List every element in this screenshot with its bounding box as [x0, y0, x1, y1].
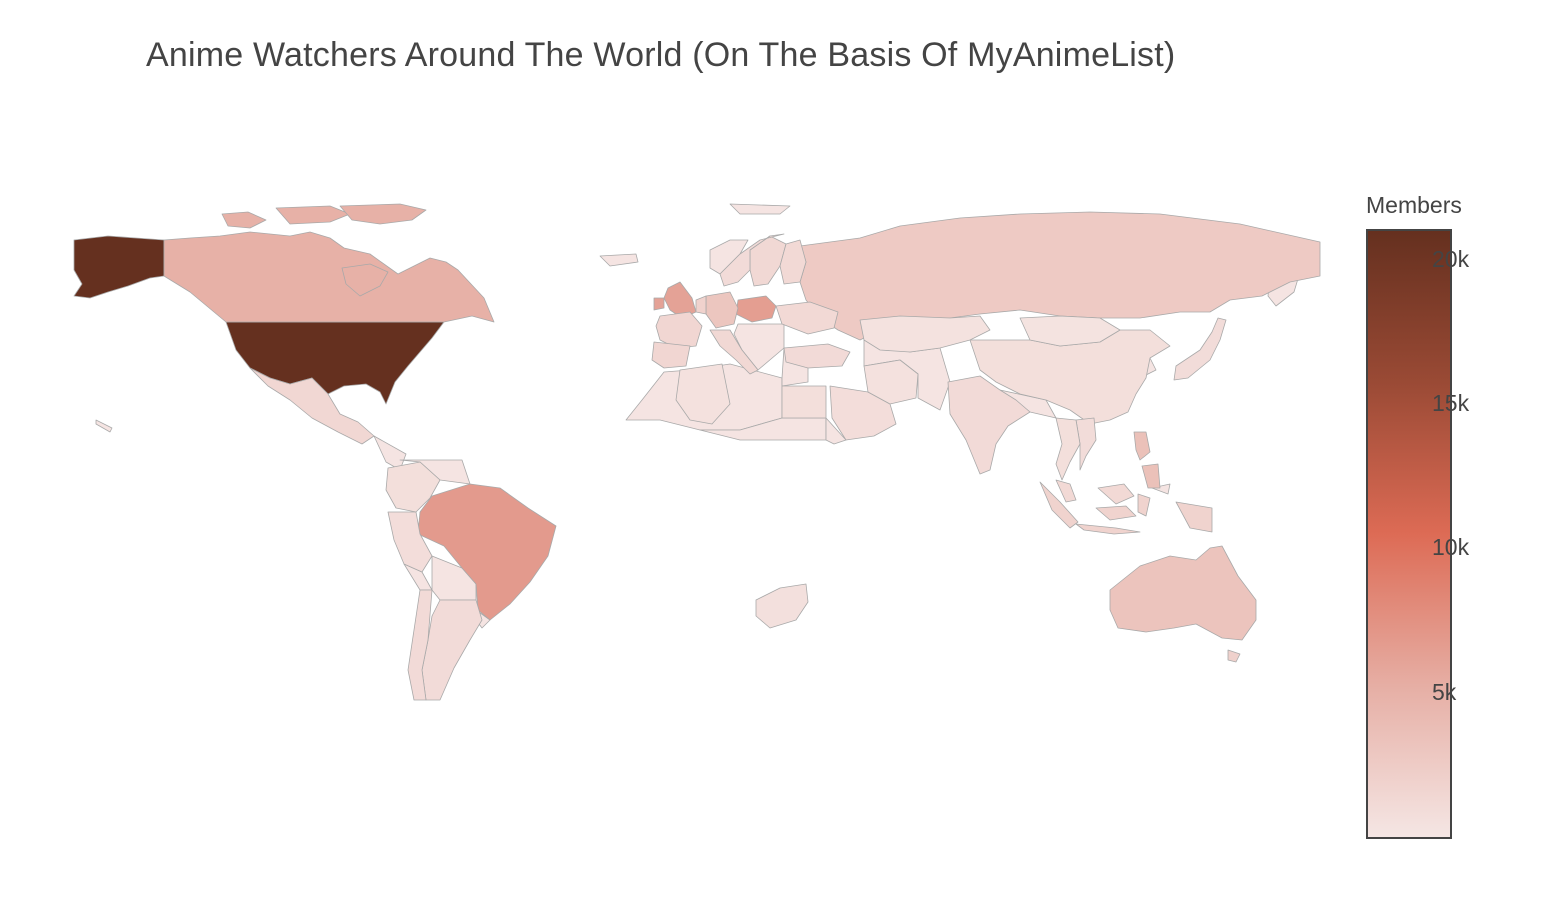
country-south-africa[interactable] — [755, 583, 809, 629]
country-algeria[interactable] — [675, 363, 731, 425]
colorbar — [1366, 229, 1452, 839]
country-germany[interactable] — [705, 291, 739, 329]
country-other[interactable] — [599, 253, 639, 267]
country-netherlands[interactable] — [695, 295, 707, 315]
country-shape-canada[interactable] — [341, 263, 389, 297]
country-shape-mongolia[interactable] — [1019, 315, 1121, 347]
country-shape-united-kingdom[interactable] — [663, 281, 697, 319]
colorbar-tick-10k: 10k — [1432, 534, 1470, 561]
country-shape-indonesia[interactable] — [1175, 501, 1213, 533]
country-russia[interactable] — [799, 211, 1321, 341]
country-mexico[interactable] — [249, 367, 375, 445]
country-shape-canada[interactable] — [339, 203, 427, 225]
country-shape-japan[interactable] — [1173, 317, 1227, 381]
country-shape-colombia[interactable] — [385, 461, 441, 513]
colorbar-tick-5k: 5k — [1432, 678, 1457, 705]
country-peru[interactable] — [387, 511, 433, 573]
country-shape-philippines[interactable] — [1141, 463, 1161, 489]
country-other[interactable] — [95, 419, 113, 433]
country-shape-sweden[interactable] — [749, 235, 787, 287]
country-shape-indonesia[interactable] — [1039, 481, 1079, 529]
country-norway[interactable] — [719, 233, 785, 287]
country-shape-new-zealand[interactable] — [1227, 649, 1241, 663]
country-shape-finland[interactable] — [779, 239, 807, 285]
country-brazil[interactable] — [417, 483, 557, 621]
country-shape-malaysia[interactable] — [1055, 479, 1077, 503]
country-shape-chile[interactable] — [407, 589, 433, 701]
country-india[interactable] — [947, 375, 1031, 475]
country-poland[interactable] — [735, 295, 777, 323]
country-shape-peru[interactable] — [387, 511, 433, 573]
country-japan[interactable] — [1173, 317, 1227, 381]
country-shape-germany[interactable] — [705, 291, 739, 329]
country-shape-turkey[interactable] — [783, 343, 851, 369]
country-egypt[interactable] — [781, 385, 827, 419]
country-italy[interactable] — [709, 329, 759, 375]
country-shape-norway[interactable] — [719, 233, 785, 287]
country-shape-brazil[interactable] — [417, 483, 557, 621]
country-shape-indonesia[interactable] — [1075, 523, 1141, 535]
colorbar-tick-15k: 15k — [1432, 390, 1470, 417]
country-shape-mexico[interactable] — [249, 367, 375, 445]
colorbar-tick-20k: 20k — [1432, 245, 1470, 272]
country-other[interactable] — [729, 203, 791, 215]
country-chile[interactable] — [407, 589, 433, 701]
country-new-zealand[interactable] — [1227, 649, 1241, 663]
country-finland[interactable] — [779, 239, 807, 285]
country-spain[interactable] — [651, 341, 691, 369]
country-shape-spain[interactable] — [651, 341, 691, 369]
country-shape-philippines[interactable] — [1133, 431, 1151, 461]
country-shape-indonesia[interactable] — [1095, 505, 1137, 521]
country-united-states[interactable] — [73, 235, 445, 405]
country-other[interactable] — [399, 459, 471, 485]
country-shape-canada[interactable] — [163, 231, 495, 323]
country-shape-canada[interactable] — [275, 205, 351, 225]
country-shape-south-africa[interactable] — [755, 583, 809, 629]
country-shape-argentina[interactable] — [421, 599, 483, 701]
chart-title: Anime Watchers Around The World (On The … — [146, 36, 1176, 74]
country-shape-united-states[interactable] — [225, 321, 445, 405]
country-australia[interactable] — [1109, 545, 1257, 641]
country-shape-iran[interactable] — [863, 359, 919, 405]
colorbar-title: Members — [1366, 192, 1462, 218]
country-shape-indonesia[interactable] — [1137, 493, 1151, 517]
country-ukraine[interactable] — [775, 301, 839, 335]
country-argentina[interactable] — [421, 599, 483, 701]
country-other[interactable] — [825, 417, 847, 445]
country-colombia[interactable] — [385, 461, 441, 513]
country-sweden[interactable] — [749, 235, 787, 287]
country-shape-egypt[interactable] — [781, 385, 827, 419]
country-philippines[interactable] — [1133, 431, 1161, 489]
country-turkey[interactable] — [783, 343, 851, 369]
country-shape-united-kingdom[interactable] — [653, 297, 665, 311]
country-shape-united-states[interactable] — [73, 235, 165, 299]
country-kazakhstan[interactable] — [859, 315, 991, 353]
country-shape-canada[interactable] — [221, 211, 267, 229]
country-shape-russia[interactable] — [799, 211, 1321, 341]
country-shape-thailand[interactable] — [1055, 417, 1081, 481]
country-other[interactable] — [373, 435, 407, 471]
country-shape-italy[interactable] — [709, 329, 759, 375]
country-shape-australia[interactable] — [1109, 545, 1257, 641]
country-shape-algeria[interactable] — [675, 363, 731, 425]
country-shape-ukraine[interactable] — [775, 301, 839, 335]
country-indonesia[interactable] — [1039, 481, 1213, 535]
country-mongolia[interactable] — [1019, 315, 1121, 347]
country-canada[interactable] — [163, 203, 495, 323]
country-other[interactable] — [1151, 483, 1171, 495]
country-shape-india[interactable] — [947, 375, 1031, 475]
country-thailand[interactable] — [1055, 417, 1081, 481]
country-shape-malaysia[interactable] — [1097, 483, 1135, 505]
country-shape-kazakhstan[interactable] — [859, 315, 991, 353]
country-shape-poland[interactable] — [735, 295, 777, 323]
country-iran[interactable] — [863, 359, 919, 405]
country-shape-netherlands[interactable] — [695, 295, 707, 315]
country-malaysia[interactable] — [1055, 479, 1135, 505]
